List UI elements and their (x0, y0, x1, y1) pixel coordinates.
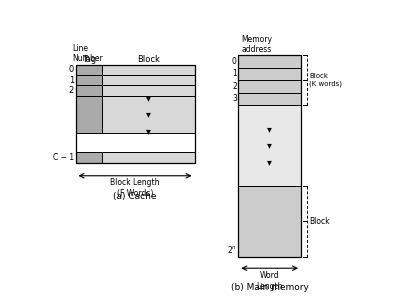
Text: 1: 1 (69, 76, 74, 85)
Bar (76, 95, 102, 133)
Bar (102, 75, 195, 85)
Text: Line
Number: Line Number (72, 44, 103, 64)
Text: 1: 1 (232, 69, 237, 78)
Bar (102, 64, 195, 75)
Text: C − 1: C − 1 (53, 153, 74, 162)
Text: Block Length
(F Words): Block Length (F Words) (110, 178, 160, 198)
Bar (76, 152, 102, 163)
Bar (238, 93, 301, 105)
Text: Word
Length: Word Length (257, 271, 283, 291)
Bar (238, 80, 301, 93)
Text: 3: 3 (232, 94, 237, 103)
Bar (76, 75, 102, 85)
Bar (238, 55, 301, 257)
Bar (238, 105, 301, 186)
Text: ▾
▾
▾: ▾ ▾ ▾ (146, 93, 151, 136)
Text: Block: Block (309, 216, 330, 226)
Bar (238, 186, 301, 257)
Bar (102, 152, 195, 163)
Text: Tag: Tag (82, 55, 96, 64)
Bar (102, 85, 195, 95)
Text: $2^n$: $2^n$ (227, 244, 237, 255)
Text: Block: Block (137, 55, 160, 64)
Text: (a) Cache: (a) Cache (113, 192, 157, 201)
Text: 0: 0 (69, 65, 74, 74)
Text: ▾
▾
▾: ▾ ▾ ▾ (267, 124, 272, 167)
Bar (238, 55, 301, 68)
Bar (76, 64, 102, 75)
Bar (76, 85, 102, 95)
Bar (102, 95, 195, 133)
Bar (238, 68, 301, 80)
Text: Memory
address: Memory address (242, 35, 272, 54)
Text: Block
(K words): Block (K words) (309, 73, 342, 87)
Text: 2: 2 (69, 86, 74, 95)
Bar (76, 64, 195, 163)
Text: 2: 2 (232, 82, 237, 91)
Text: 0: 0 (232, 57, 237, 66)
Text: (b) Main memory: (b) Main memory (231, 283, 309, 292)
